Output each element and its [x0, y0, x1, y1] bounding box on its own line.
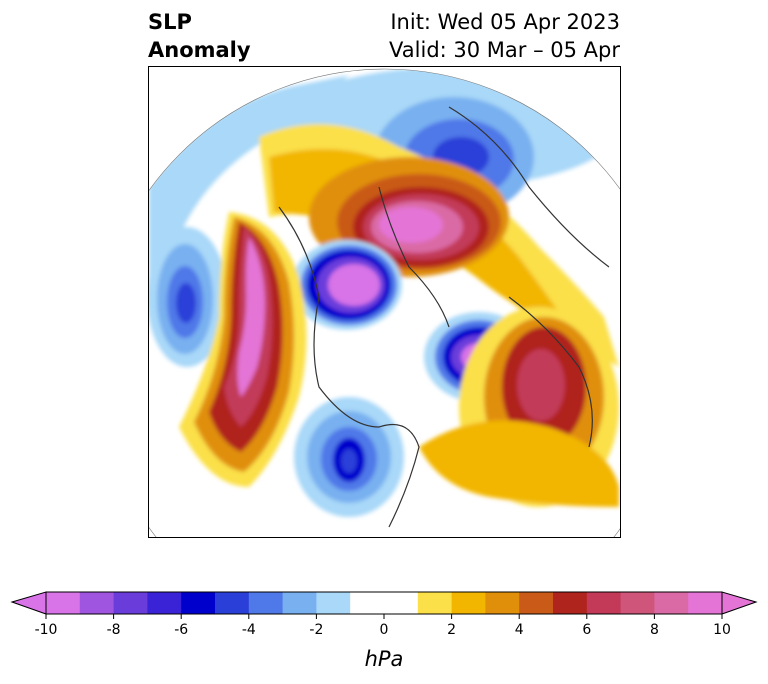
- colorbar-bin: [384, 592, 419, 614]
- pos-anomaly-eastatl-pink: [517, 349, 565, 421]
- colorbar-bin: [248, 592, 284, 614]
- colorbar-bin: [553, 592, 588, 614]
- variable-qualifier: Anomaly: [148, 38, 251, 62]
- colorbar-bin: [654, 592, 689, 614]
- coastline-eurasia: [448, 106, 610, 268]
- plot-title-dates: Init: Wed 05 Apr 2023 Valid: 30 Mar – 05…: [389, 8, 620, 64]
- variable-name: SLP: [148, 10, 192, 34]
- coastline-greenland: [378, 186, 450, 328]
- neg-anomaly-pacific-center: [176, 283, 196, 323]
- colorbar-bin: [46, 592, 81, 614]
- pos-anomaly-ridge-magenta: [237, 237, 265, 397]
- colorbar-tick-label: 2: [447, 622, 456, 638]
- pos-anomaly-southatl: [419, 420, 619, 507]
- colorbar-bin: [417, 592, 453, 614]
- colorbar-tick-label: 6: [582, 622, 591, 638]
- plot-title-variable: SLP Anomaly: [148, 8, 251, 64]
- coastline-europe: [508, 296, 593, 448]
- colorbar-tick-label: 4: [515, 622, 524, 638]
- init-date: Init: Wed 05 Apr 2023: [390, 10, 620, 34]
- colorbar-bin: [316, 592, 351, 614]
- colorbar: -10 -8 -6 -4 -2 0 2 4 6 8 10 hPa: [10, 591, 758, 671]
- colorbar-bin: [147, 592, 182, 614]
- colorbar-tick-label: -4: [242, 622, 256, 638]
- colorbar-tick-label: 10: [713, 622, 731, 638]
- colorbar-tick-label: 0: [380, 622, 389, 638]
- colorbar-bin: [586, 592, 622, 614]
- colorbar-extend-high: [721, 591, 758, 615]
- pos-anomaly-arctic-6: [379, 207, 443, 243]
- colorbar-bin: [620, 592, 655, 614]
- colorbar-tick-label: -10: [35, 622, 58, 638]
- valid-range: Valid: 30 Mar – 05 Apr: [389, 38, 620, 62]
- colorbar-bin: [519, 592, 554, 614]
- colorbar-tick-label: -2: [309, 622, 323, 638]
- colorbar-tick-label: -8: [107, 622, 121, 638]
- colorbar-ticks: -10 -8 -6 -4 -2 0 2 4 6 8 10: [35, 614, 731, 638]
- neg-anomaly-center-min: [328, 264, 380, 306]
- colorbar-bin: [485, 592, 520, 614]
- coastline-north-america: [278, 206, 420, 528]
- colorbar-bin: [451, 592, 486, 614]
- colorbar-unit-label: hPa: [365, 647, 404, 671]
- polar-boundary: [149, 68, 620, 537]
- anomaly-map: [148, 66, 621, 538]
- colorbar-bin: [79, 592, 115, 614]
- colorbar-tick-label: -6: [174, 622, 188, 638]
- colorbar-bin: [215, 592, 250, 614]
- colorbar-bin: [688, 592, 723, 614]
- coastline-overlay: [149, 68, 620, 537]
- colorbar-bin: [181, 592, 216, 614]
- colorbar-segments: [46, 592, 723, 614]
- neg-anomaly-us-center: [341, 449, 357, 473]
- colorbar-tick-label: 8: [650, 622, 659, 638]
- anomaly-map-svg: [149, 68, 620, 537]
- colorbar-extend-low: [10, 591, 47, 615]
- colorbar-bin: [282, 592, 317, 614]
- colorbar-bin: [113, 592, 148, 614]
- colorbar-bin: [350, 592, 385, 614]
